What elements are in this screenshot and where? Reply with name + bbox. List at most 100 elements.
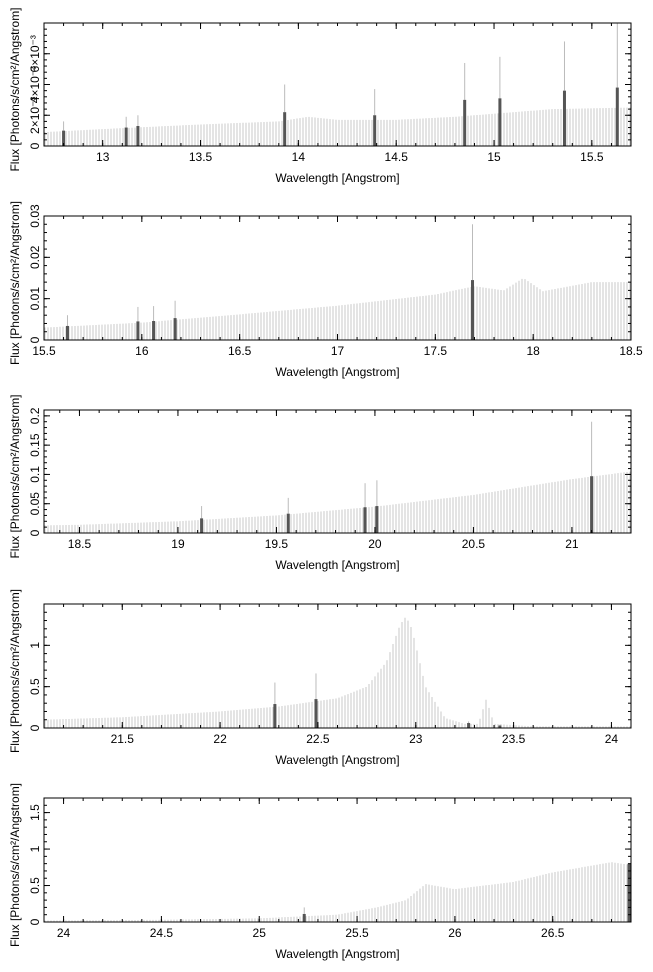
line-marks — [273, 673, 502, 728]
y-tick-label: 2×10⁻³ — [28, 97, 42, 134]
x-tick-label: 18 — [526, 344, 540, 358]
line-bar — [273, 704, 277, 728]
x-axis-label: Wavelength [Angstrom] — [275, 365, 399, 379]
panel-3: 18.5 19 19.5 20 20.5 21 0 0.05 0.1 0.15 0.2 Wavelen… — [8, 394, 632, 572]
line-bar — [65, 325, 69, 340]
y-tick-label: 1 — [28, 642, 42, 649]
y-axis-label: Flux [Photons/s/cm²/Angstrom] — [8, 394, 22, 558]
x-tick-label: 14 — [292, 150, 306, 164]
panel-1: 13 13.5 14 14.5 15 15.5 0 2×10⁻³4×10⁻³6×10⁻³ Wav… — [8, 7, 632, 185]
panel-2: 15.5 16 16.5 17 17.5 18 18.5 0 0.01 0.02 0.03 Wavel… — [8, 201, 643, 379]
y-tick-label: 0.5 — [28, 877, 42, 894]
continuum-bars — [44, 617, 631, 728]
x-tick-label: 24.5 — [150, 926, 174, 940]
x-tick-label: 23.5 — [502, 732, 526, 746]
x-tick-label: 26 — [448, 926, 462, 940]
line-marks — [62, 23, 619, 146]
y-tick-label: 0.03 — [28, 204, 42, 228]
line-bar — [314, 699, 318, 728]
line-bar — [200, 518, 204, 533]
line-marks — [200, 421, 594, 533]
line-bar — [302, 913, 306, 922]
x-tick-label: 25.5 — [345, 926, 369, 940]
plot-frame — [43, 409, 632, 534]
line-bar — [375, 506, 379, 533]
line-bar — [467, 723, 471, 728]
y-tick-label: 0.15 — [28, 433, 42, 457]
line-bar — [152, 320, 156, 340]
line-bar — [498, 725, 502, 728]
line-bar — [590, 476, 594, 533]
x-tick-label: 15.5 — [32, 344, 56, 358]
continuum-bars — [44, 278, 631, 340]
x-tick-label: 20 — [368, 537, 382, 551]
x-tick-label: 22.5 — [306, 732, 330, 746]
line-bar — [286, 513, 290, 533]
line-bar — [173, 318, 177, 340]
x-tick-label: 24 — [57, 926, 71, 940]
x-tick-label: 17.5 — [424, 344, 448, 358]
line-bar — [463, 99, 467, 146]
x-tick-label: 21.5 — [111, 732, 135, 746]
x-tick-label: 17 — [331, 344, 345, 358]
line-bar — [373, 115, 377, 146]
panel-5: 24 24.5 25 25.5 26 26.5 0 0.5 1 1.5 Wavelength [An… — [8, 783, 632, 961]
x-tick-label: 13.5 — [189, 150, 213, 164]
x-axis-label: Wavelength [Angstrom] — [275, 171, 399, 185]
x-tick-label: 16.5 — [228, 344, 252, 358]
line-bar — [615, 87, 619, 146]
y-tick-label: 0 — [28, 529, 42, 536]
x-tick-label: 23 — [409, 732, 423, 746]
x-tick-label: 14.5 — [385, 150, 409, 164]
x-tick-label: 18.5 — [68, 537, 92, 551]
x-tick-label: 15 — [487, 150, 501, 164]
y-tick-label: 4×10⁻³ — [28, 66, 42, 103]
x-tick-label: 20.5 — [462, 537, 486, 551]
y-tick-label: 0.5 — [28, 678, 42, 695]
x-tick-label: 26.5 — [541, 926, 565, 940]
line-marks — [65, 224, 475, 340]
y-tick-label: 0 — [28, 918, 42, 925]
line-bar — [136, 126, 140, 146]
y-tick-label: 0.05 — [28, 492, 42, 516]
x-tick-label: 15.5 — [580, 150, 604, 164]
panel-4: 21.5 22 22.5 23 23.5 24 0 0.5 1 Wavelength [Angst… — [8, 589, 632, 767]
y-tick-label: 1.5 — [28, 804, 42, 821]
x-tick-label: 19.5 — [265, 537, 289, 551]
y-tick-label: 1 — [28, 845, 42, 852]
x-tick-label: 24 — [605, 732, 619, 746]
continuum-bars — [44, 862, 631, 922]
line-bar — [62, 130, 66, 146]
plot-frame — [43, 603, 632, 729]
y-axis-label: Flux [Photons/s/cm²/Angstrom] — [8, 201, 22, 365]
x-tick-label: 16 — [135, 344, 149, 358]
y-tick-label: 0.01 — [28, 287, 42, 311]
x-tick-label: 19 — [171, 537, 185, 551]
continuum-bars — [44, 471, 631, 533]
y-axis-label: Flux [Photons/s/cm²/Angstrom] — [8, 783, 22, 947]
x-tick-label: 25 — [253, 926, 267, 940]
y-tick-label: 0 — [28, 724, 42, 731]
x-axis-label: Wavelength [Angstrom] — [275, 947, 399, 961]
line-bar — [363, 507, 367, 533]
continuum-bars — [44, 107, 631, 146]
y-tick-label: 6×10⁻³ — [28, 35, 42, 72]
line-bar — [283, 112, 287, 146]
y-tick-label: 0.1 — [28, 466, 42, 483]
y-axis-label: Flux [Photons/s/cm²/Angstrom] — [8, 589, 22, 753]
x-tick-label: 22 — [213, 732, 227, 746]
x-axis-label: Wavelength [Angstrom] — [275, 753, 399, 767]
line-marks — [302, 863, 631, 922]
x-tick-label: 21 — [565, 537, 579, 551]
line-bar — [471, 280, 475, 340]
x-axis-label: Wavelength [Angstrom] — [275, 558, 399, 572]
x-tick-label: 13 — [96, 150, 110, 164]
x-tick-label: 18.5 — [619, 344, 643, 358]
y-tick-label: 0 — [28, 336, 42, 343]
y-tick-label: 0.02 — [28, 245, 42, 269]
line-bar — [136, 321, 140, 340]
line-bar — [124, 127, 128, 146]
y-tick-label: 0 — [28, 142, 42, 149]
y-tick-label: 0.2 — [28, 407, 42, 424]
